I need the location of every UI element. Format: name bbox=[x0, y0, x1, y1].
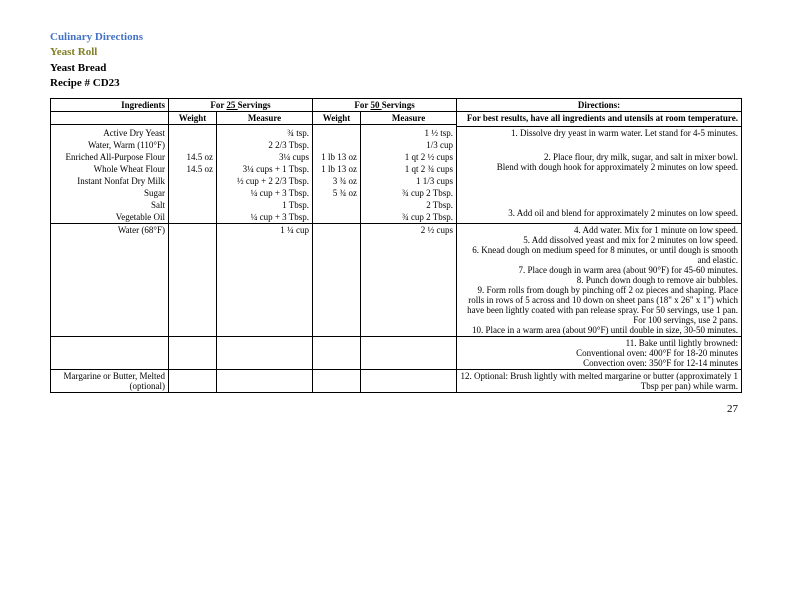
measure-50: ¾ cup 2 Tbsp. bbox=[361, 187, 457, 199]
measure-25: 3¼ cups + 1 Tbsp. bbox=[217, 163, 313, 175]
table-row: Active Dry Yeast ¾ tsp. 1 ½ tsp. 1. Diss… bbox=[51, 127, 742, 139]
title-block: Culinary Directions Yeast Roll Yeast Bre… bbox=[50, 30, 742, 92]
dir-cell: 1. Dissolve dry yeast in warm water. Let… bbox=[457, 127, 742, 151]
th-ingredients: Ingredients bbox=[51, 98, 169, 111]
ingredient: Instant Nonfat Dry Milk bbox=[51, 175, 169, 187]
measure-50: ¾ cup 2 Tbsp. bbox=[361, 211, 457, 224]
measure-25: ¾ tsp. bbox=[217, 127, 313, 139]
table-row: Water (68°F) 1 ¼ cup 2 ½ cups 4. Add wat… bbox=[51, 223, 742, 336]
ingredient: Salt bbox=[51, 199, 169, 211]
measure-25: 3¼ cups bbox=[217, 151, 313, 163]
ingredient: Whole Wheat Flour bbox=[51, 163, 169, 175]
ingredient: Water, Warm (110°F) bbox=[51, 139, 169, 151]
measure-50: 1 qt 2 ¾ cups bbox=[361, 163, 457, 175]
th-weight: Weight bbox=[313, 111, 361, 124]
measure-25: 1 Tbsp. bbox=[217, 199, 313, 211]
weight-25: 14.5 oz bbox=[169, 163, 217, 175]
title-line: Culinary Directions bbox=[50, 30, 742, 45]
measure-50: 1/3 cup bbox=[361, 139, 457, 151]
measure-50: 1 1/3 cups bbox=[361, 175, 457, 187]
table-row: Margarine or Butter, Melted (optional) 1… bbox=[51, 369, 742, 392]
ingredient: Enriched All-Purpose Flour bbox=[51, 151, 169, 163]
weight-50: 1 lb 13 oz bbox=[313, 151, 361, 163]
measure-25: ¼ cup + 3 Tbsp. bbox=[217, 187, 313, 199]
header-row-1: Ingredients For 25 Servings For 50 Servi… bbox=[51, 98, 742, 111]
measure-50: 2 Tbsp. bbox=[361, 199, 457, 211]
measure-25: 2 2/3 Tbsp. bbox=[217, 139, 313, 151]
weight-50: 1 lb 13 oz bbox=[313, 163, 361, 175]
header-row-2: Weight Measure Weight Measure For best r… bbox=[51, 111, 742, 124]
page-number: 27 bbox=[50, 403, 742, 415]
th-weight: Weight bbox=[169, 111, 217, 124]
table-row: Enriched All-Purpose Flour 14.5 oz 3¼ cu… bbox=[51, 151, 742, 163]
weight-25: 14.5 oz bbox=[169, 151, 217, 163]
measure-50: 1 qt 2 ½ cups bbox=[361, 151, 457, 163]
measure-50: 1 ½ tsp. bbox=[361, 127, 457, 139]
title-line: Yeast Roll bbox=[50, 45, 742, 60]
ingredient: Active Dry Yeast bbox=[51, 127, 169, 139]
th-directions: Directions: bbox=[457, 98, 742, 111]
dir-cell: 4. Add water. Mix for 1 minute on low sp… bbox=[457, 223, 742, 336]
measure-25: 1 ¼ cup bbox=[217, 223, 313, 336]
ingredient: Margarine or Butter, Melted (optional) bbox=[51, 369, 169, 392]
weight-50: 5 ¾ oz bbox=[313, 187, 361, 199]
dir-cell: 2. Place flour, dry milk, sugar, and sal… bbox=[457, 151, 742, 187]
title-line: Yeast Bread bbox=[50, 61, 742, 76]
dir-cell: For best results, have all ingredients a… bbox=[457, 111, 742, 127]
table-row: 11. Bake until lightly browned: Conventi… bbox=[51, 336, 742, 369]
table-row: Sugar ¼ cup + 3 Tbsp. 5 ¾ oz ¾ cup 2 Tbs… bbox=[51, 187, 742, 199]
title-line: Recipe # CD23 bbox=[50, 76, 742, 91]
th-measure: Measure bbox=[361, 111, 457, 124]
th-servings-50: For 50 Servings bbox=[313, 98, 457, 111]
weight-50: 3 ¾ oz bbox=[313, 175, 361, 187]
ingredient: Water (68°F) bbox=[51, 223, 169, 336]
measure-50: 2 ½ cups bbox=[361, 223, 457, 336]
dir-cell: 3. Add oil and blend for approximately 2… bbox=[457, 187, 742, 224]
measure-25: ¼ cup + 3 Tbsp. bbox=[217, 211, 313, 224]
ingredient: Sugar bbox=[51, 187, 169, 199]
th-servings-25: For 25 Servings bbox=[169, 98, 313, 111]
recipe-table: Ingredients For 25 Servings For 50 Servi… bbox=[50, 98, 742, 393]
measure-25: ½ cup + 2 2/3 Tbsp. bbox=[217, 175, 313, 187]
th-measure: Measure bbox=[217, 111, 313, 124]
dir-cell: 11. Bake until lightly browned: Conventi… bbox=[457, 336, 742, 369]
dir-cell: 12. Optional: Brush lightly with melted … bbox=[457, 369, 742, 392]
ingredient: Vegetable Oil bbox=[51, 211, 169, 224]
